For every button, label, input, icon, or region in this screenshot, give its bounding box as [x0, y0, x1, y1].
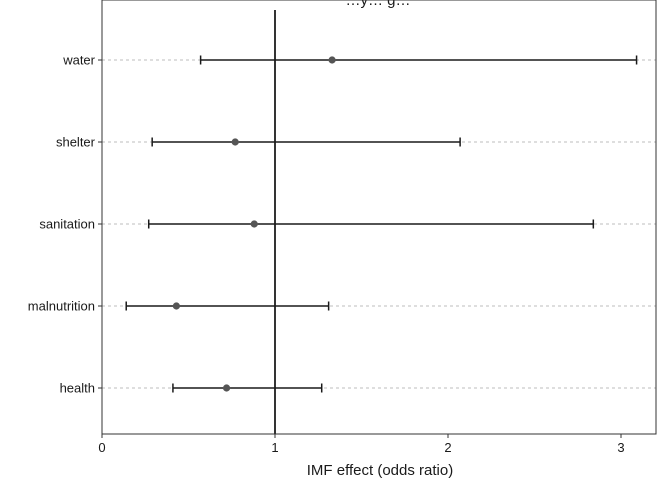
errorbar-shelter [151, 137, 461, 147]
errorbar-sanitation [147, 219, 595, 229]
point-estimate-sanitation [250, 220, 258, 228]
x-axis: 0 1 2 3 [98, 434, 625, 455]
x-tick-label: 3 [617, 440, 624, 455]
x-tick-label: 1 [271, 440, 278, 455]
errorbar-group [125, 55, 638, 393]
y-tick-label: health [60, 381, 95, 396]
x-tick-label: 2 [444, 440, 451, 455]
errorbar-malnutrition [125, 301, 330, 311]
y-tick-label: sanitation [39, 217, 95, 232]
x-tick-label: 0 [98, 440, 105, 455]
y-tick-label: shelter [56, 135, 96, 150]
point-estimate-health [222, 384, 231, 392]
errorbar-water [199, 55, 638, 65]
point-estimate-shelter [231, 138, 239, 146]
errorbar-health [172, 383, 323, 393]
panel-border [101, 0, 657, 435]
x-axis-title: IMF effect (odds ratio) [307, 462, 453, 479]
chart-title: …y… g… [345, 0, 410, 9]
y-axis: water shelter sanitation malnutrition health [28, 53, 102, 396]
point-estimate-malnutrition [172, 302, 180, 310]
y-tick-label: water [62, 53, 95, 68]
point-estimate-water [328, 56, 336, 64]
y-tick-label: malnutrition [28, 299, 95, 314]
point-group [172, 56, 336, 392]
